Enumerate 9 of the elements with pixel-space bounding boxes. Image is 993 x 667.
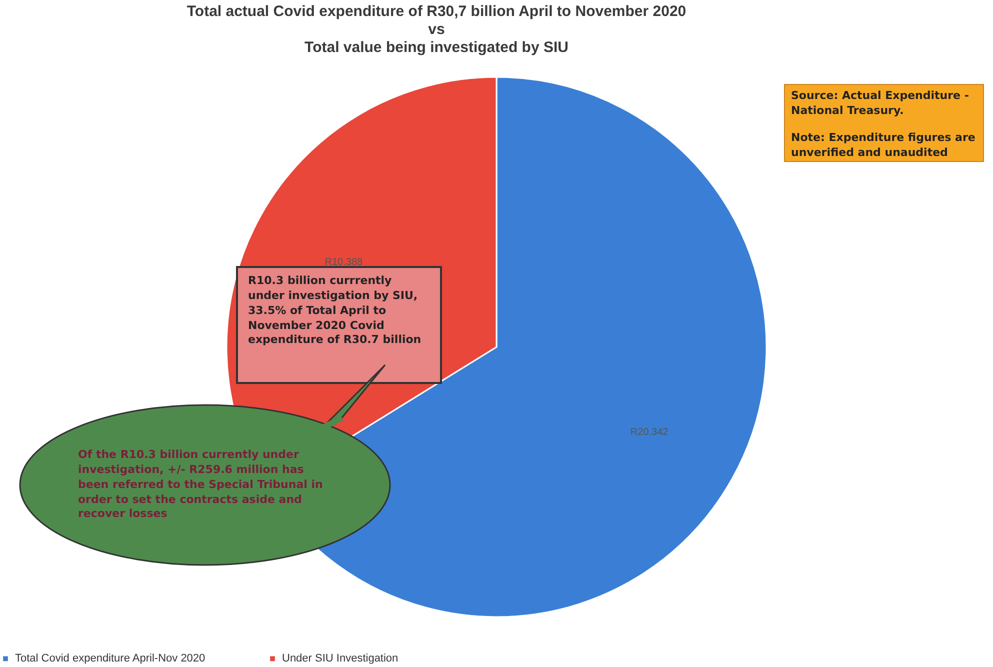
chart-title: Total actual Covid expenditure of R30,7 billion April to November 2020 vs Total value being investigated by SIU — [186, 3, 686, 56]
data-label: R10.388 — [324, 256, 364, 268]
text: Note: Expenditure figures are unverified and unaudited — [791, 130, 976, 160]
data-label: R20.342 — [630, 427, 669, 438]
legend-label: Under SIU Investigation — [282, 652, 398, 665]
text: Of the R10.3 billion currently under investigation, +/- R259.6 million has been referred to the Special Tribunal in order to set the contracts aside and recover losses — [78, 448, 324, 522]
callout-box: R10.3 billion currrently under investigation by SIU, 33.5% of Total April to November 2020 Covid expenditure of R30.7 billion — [236, 266, 442, 384]
legend-label: Total Covid expenditure April-Nov 2020 — [15, 652, 206, 665]
source-note: Source: Actual Expenditure - National Treasury. — [791, 89, 970, 119]
